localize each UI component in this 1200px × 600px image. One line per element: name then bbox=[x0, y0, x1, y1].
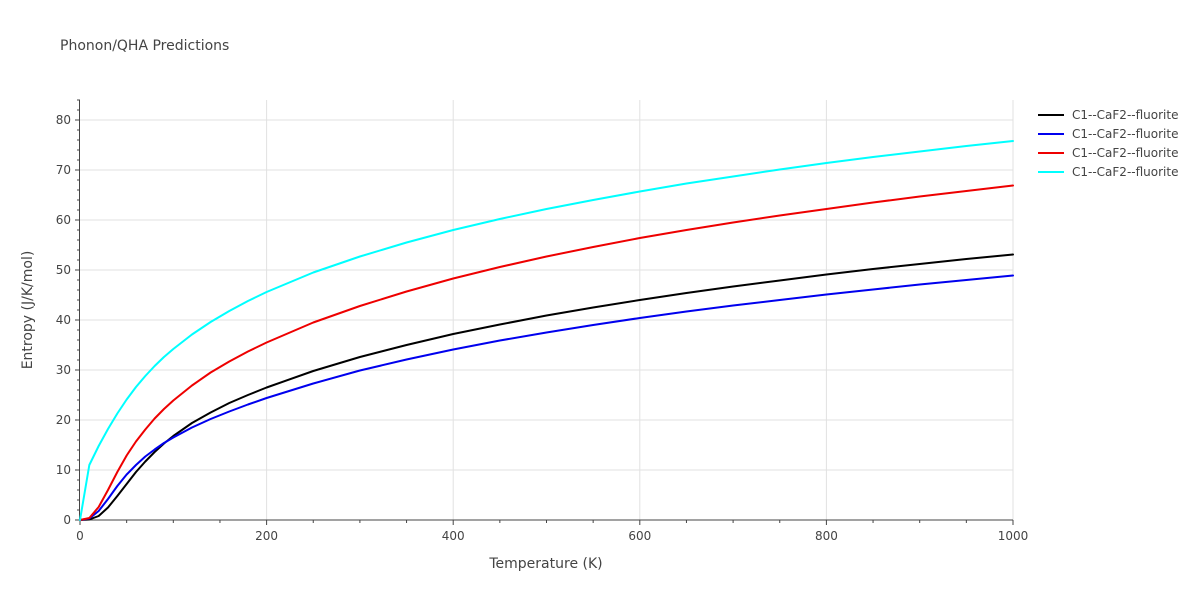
y-tick-label: 20 bbox=[56, 413, 71, 427]
y-tick-label: 0 bbox=[63, 513, 71, 527]
axis-layer: 0 200 400 600 800 1000 0 10 20 30 40 50 60 70 80 bbox=[56, 99, 1029, 543]
y-tick-label: 30 bbox=[56, 363, 71, 377]
series-line-2 bbox=[79, 274, 1014, 521]
x-tick-label: 400 bbox=[442, 529, 465, 543]
x-tick-label: 1000 bbox=[998, 529, 1029, 543]
grid-layer bbox=[80, 100, 1014, 520]
legend: C1--CaF2--fluorite C1--CaF2--fluorite C1--… bbox=[1038, 108, 1178, 179]
series-layer bbox=[79, 140, 1014, 521]
y-tick-label: 80 bbox=[56, 113, 71, 127]
legend-label: C1--CaF2--fluorite bbox=[1072, 165, 1178, 179]
x-tick-label: 0 bbox=[76, 529, 84, 543]
series-line-3 bbox=[79, 184, 1014, 521]
x-tick-label: 600 bbox=[628, 529, 651, 543]
legend-label: C1--CaF2--fluorite bbox=[1072, 146, 1178, 160]
x-tick-label: 200 bbox=[255, 529, 278, 543]
y-tick-label: 40 bbox=[56, 313, 71, 327]
y-axis-label: Entropy (J/K/mol) bbox=[20, 251, 36, 370]
legend-label: C1--CaF2--fluorite bbox=[1072, 127, 1178, 141]
y-tick-label: 70 bbox=[56, 163, 71, 177]
chart-title: Phonon/QHA Predictions bbox=[60, 38, 229, 54]
legend-item-2[interactable]: C1--CaF2--fluorite bbox=[1038, 127, 1178, 141]
series-line-1 bbox=[79, 253, 1014, 521]
legend-label: C1--CaF2--fluorite bbox=[1072, 108, 1178, 122]
legend-item-1[interactable]: C1--CaF2--fluorite bbox=[1038, 108, 1178, 122]
x-tick-label: 800 bbox=[815, 529, 838, 543]
y-tick-label: 50 bbox=[56, 263, 71, 277]
series-line-4 bbox=[79, 140, 1014, 521]
legend-item-3[interactable]: C1--CaF2--fluorite bbox=[1038, 146, 1178, 160]
y-tick-label: 60 bbox=[56, 213, 71, 227]
legend-item-4[interactable]: C1--CaF2--fluorite bbox=[1038, 165, 1178, 179]
y-tick-label: 10 bbox=[56, 463, 71, 477]
x-axis-label: Temperature (K) bbox=[488, 556, 602, 572]
